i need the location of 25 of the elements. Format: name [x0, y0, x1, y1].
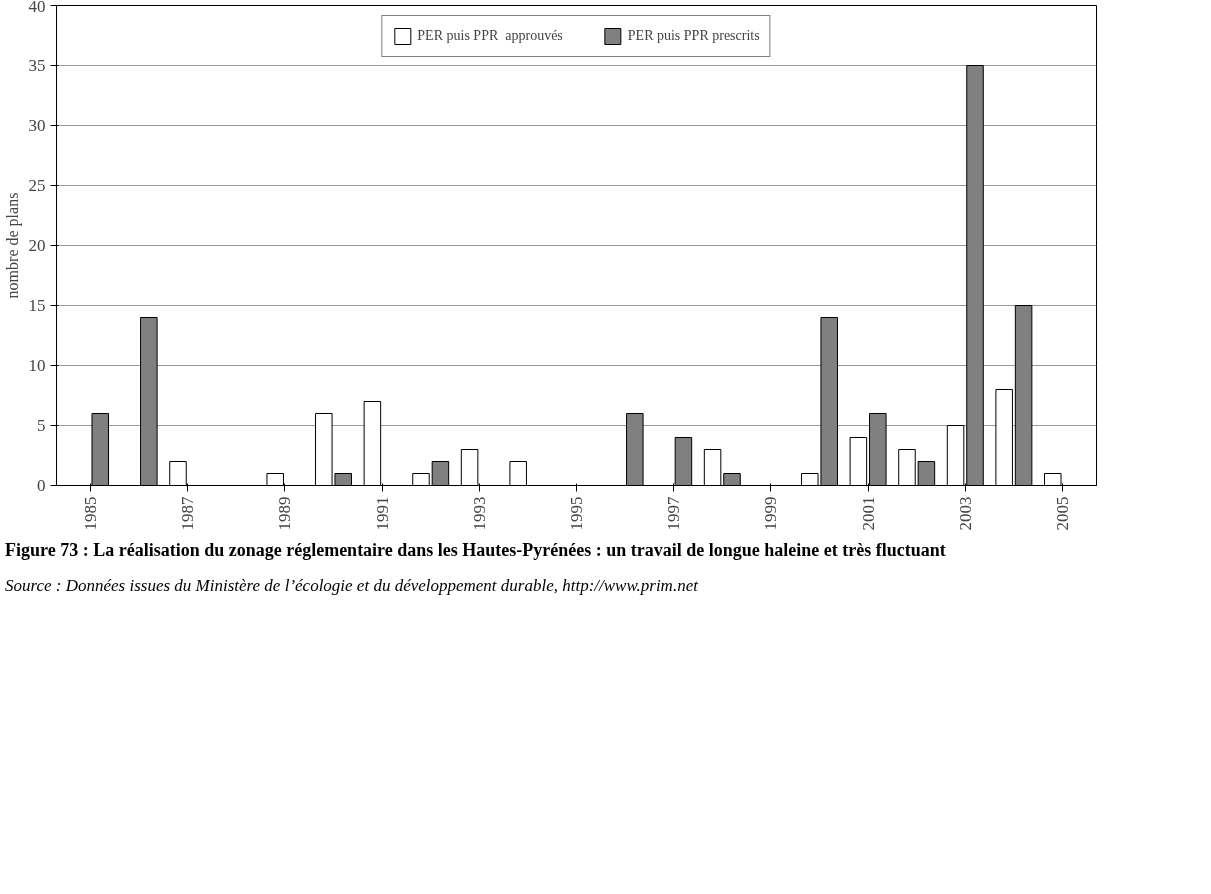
y-tick-label: 15: [28, 296, 46, 315]
x-tick-label: 2003: [955, 496, 975, 531]
legend-label: PER puis PPR prescrits: [627, 28, 760, 44]
y-tick-label: 20: [28, 236, 46, 255]
x-tick-label: 2001: [858, 496, 878, 531]
text: Figure 73 : La réalisation du zonage réglementaire dans les Hautes-Pyrénées : un travail de longue haleine et très fluctuant: [5, 539, 946, 562]
y-tick-label: 35: [28, 56, 46, 75]
y-tick-label: 10: [28, 356, 46, 375]
y-tick-label: 30: [28, 116, 46, 135]
x-tick-label: 1993: [469, 496, 489, 531]
x-tick-label: 1999: [761, 496, 781, 531]
x-tick-label: 2005: [1052, 496, 1072, 531]
x-tick-label: 1985: [81, 496, 101, 531]
source-note: Source : Données issues du Ministère de l’écologie et du développement durable, http://www.prim.net: [5, 574, 698, 597]
x-tick-label: 1991: [372, 496, 392, 531]
y-tick-label: 40: [28, 0, 46, 16]
x-tick-label: 1997: [664, 496, 684, 531]
x-tick-label: 1987: [178, 496, 198, 531]
y-axis-title: nombre de plans: [3, 192, 22, 299]
x-tick-label: 1995: [567, 496, 586, 531]
y-tick-label: 0: [37, 476, 46, 495]
y-tick-label: 5: [37, 416, 46, 435]
y-tick-label: 25: [28, 176, 46, 195]
x-tick-label: 1989: [275, 496, 295, 531]
legend-label: PER puis PPR approuvés: [417, 28, 563, 44]
